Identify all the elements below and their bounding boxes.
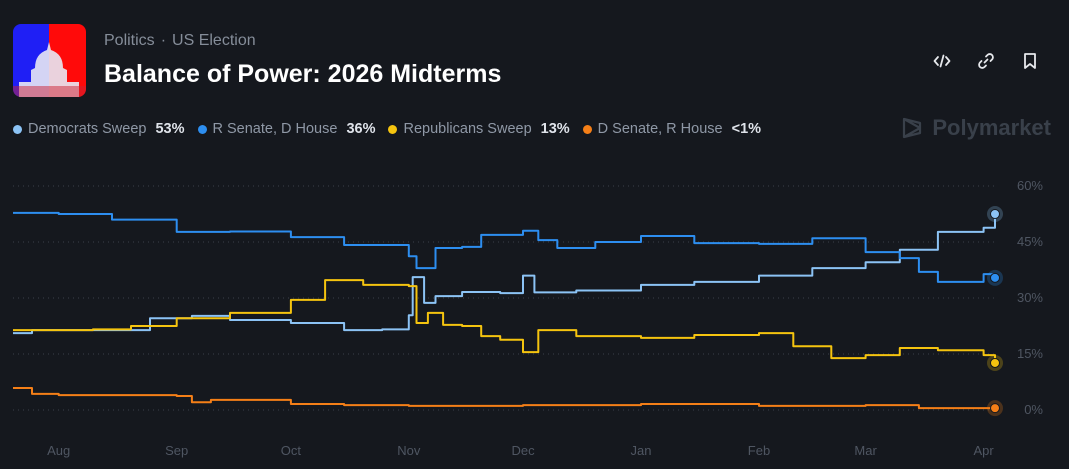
x-tick-label: Aug [47, 443, 70, 458]
x-tick-label: Apr [973, 443, 994, 458]
y-tick-label: 15% [1017, 346, 1043, 361]
breadcrumb-category[interactable]: Politics [104, 32, 155, 49]
polymarket-logo-icon [903, 117, 922, 139]
legend-dot [582, 124, 592, 134]
series-endpoint-marker [990, 272, 1000, 283]
market-thumbnail [13, 24, 86, 97]
x-tick-label: Jan [631, 443, 652, 458]
legend-item-r-senate-d-house[interactable]: R Senate, D House 36% [197, 121, 376, 137]
x-tick-label: Feb [748, 443, 770, 458]
code-embed-icon[interactable] [931, 50, 953, 72]
y-tick-label: 45% [1017, 234, 1043, 249]
series-line-d-senate-r-house [13, 387, 995, 410]
bookmark-icon[interactable] [1019, 50, 1041, 72]
legend-item-republicans-sweep[interactable]: Republicans Sweep 13% [388, 121, 570, 137]
x-tick-label: Nov [397, 443, 421, 458]
page-title: Balance of Power: 2026 Midterms [104, 60, 502, 88]
capitol-image [13, 24, 86, 97]
series-line-r-senate-d-house [13, 211, 996, 283]
series-line-republicans-sweep [13, 279, 996, 363]
breadcrumb-separator: · [160, 32, 167, 49]
legend-value: <1% [731, 121, 762, 137]
y-tick-label: 0% [1024, 402, 1043, 417]
x-tick-label: Sep [165, 443, 188, 458]
legend-dot [388, 124, 398, 134]
polymarket-watermark: Polymarket [900, 115, 1051, 141]
y-tick-label: 60% [1017, 178, 1043, 193]
legend-label: Democrats Sweep [28, 121, 147, 137]
chart-legend: Democrats Sweep 53% R Senate, D House 36% … [13, 121, 761, 137]
legend-value: 36% [346, 121, 376, 137]
legend-item-democrats-sweep[interactable]: Democrats Sweep 53% [13, 121, 185, 137]
legend-dot [13, 124, 22, 134]
legend-label: R Senate, D House [212, 121, 338, 137]
header-actions [931, 50, 1041, 72]
series-endpoint-marker [990, 357, 1000, 368]
legend-value: 53% [155, 121, 185, 137]
legend-dot [197, 124, 207, 134]
series-endpoint-marker [990, 403, 1000, 414]
legend-value: 13% [540, 121, 570, 137]
legend-label: D Senate, R House [597, 121, 723, 137]
series-line-democrats-sweep [13, 214, 996, 335]
y-tick-label: 30% [1017, 290, 1043, 305]
legend-label: Republicans Sweep [403, 121, 532, 137]
series-endpoint-marker [990, 209, 1000, 219]
x-tick-label: Dec [511, 443, 535, 458]
link-icon[interactable] [975, 50, 997, 72]
x-tick-label: Mar [854, 443, 877, 458]
breadcrumb-subcategory[interactable]: US Election [172, 32, 256, 49]
legend-item-d-senate-r-house[interactable]: D Senate, R House <1% [582, 121, 762, 137]
x-tick-label: Oct [281, 443, 302, 458]
breadcrumb: Politics · US Election [104, 32, 256, 50]
brand-name: Polymarket [932, 115, 1051, 140]
